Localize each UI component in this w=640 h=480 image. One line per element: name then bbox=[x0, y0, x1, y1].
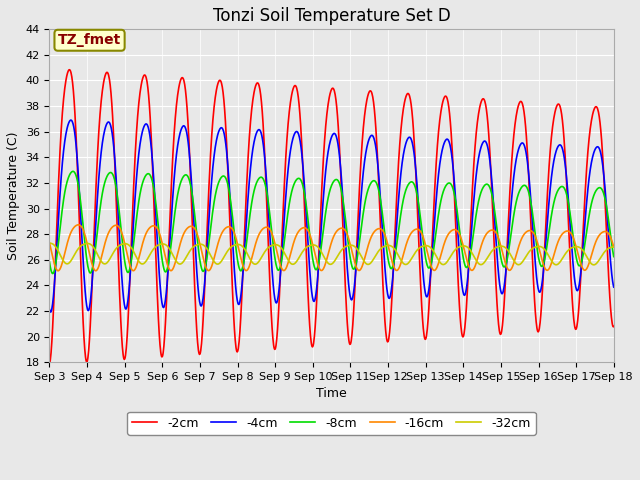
-2cm bbox=[171, 126, 179, 132]
-4cm bbox=[67, 117, 75, 123]
-4cm bbox=[419, 269, 427, 275]
-16cm bbox=[75, 222, 83, 228]
-32cm bbox=[46, 240, 54, 246]
-32cm bbox=[171, 255, 179, 261]
-16cm bbox=[54, 268, 62, 274]
-2cm bbox=[419, 316, 426, 322]
-2cm bbox=[66, 67, 74, 72]
-8cm bbox=[268, 228, 275, 234]
Line: -2cm: -2cm bbox=[49, 70, 614, 364]
-4cm bbox=[561, 156, 568, 161]
-4cm bbox=[282, 199, 289, 205]
-32cm bbox=[419, 243, 426, 249]
-32cm bbox=[281, 251, 289, 257]
-32cm bbox=[511, 260, 519, 265]
-8cm bbox=[512, 201, 520, 207]
-16cm bbox=[561, 229, 568, 235]
-4cm bbox=[47, 309, 54, 315]
-4cm bbox=[171, 168, 179, 173]
-8cm bbox=[69, 168, 77, 174]
-4cm bbox=[268, 262, 275, 267]
-32cm bbox=[590, 262, 598, 268]
-16cm bbox=[610, 244, 618, 250]
-32cm bbox=[45, 240, 53, 246]
X-axis label: Time: Time bbox=[316, 387, 347, 400]
Title: Tonzi Soil Temperature Set D: Tonzi Soil Temperature Set D bbox=[212, 7, 451, 25]
-32cm bbox=[610, 244, 618, 250]
-4cm bbox=[45, 306, 53, 312]
-32cm bbox=[560, 253, 568, 259]
Legend: -2cm, -4cm, -8cm, -16cm, -32cm: -2cm, -4cm, -8cm, -16cm, -32cm bbox=[127, 412, 536, 435]
-8cm bbox=[45, 259, 53, 265]
-2cm bbox=[610, 324, 618, 329]
-4cm bbox=[512, 159, 520, 165]
-16cm bbox=[171, 261, 179, 267]
-4cm bbox=[610, 284, 618, 290]
Text: TZ_fmet: TZ_fmet bbox=[58, 33, 121, 47]
Line: -4cm: -4cm bbox=[49, 120, 614, 312]
-8cm bbox=[282, 230, 289, 236]
-8cm bbox=[610, 254, 618, 260]
-16cm bbox=[282, 266, 289, 272]
Line: -8cm: -8cm bbox=[49, 171, 614, 274]
-2cm bbox=[268, 311, 275, 316]
-2cm bbox=[560, 135, 568, 141]
-16cm bbox=[268, 230, 275, 236]
Line: -32cm: -32cm bbox=[49, 243, 614, 265]
Line: -16cm: -16cm bbox=[49, 225, 614, 271]
-32cm bbox=[268, 243, 275, 249]
-16cm bbox=[419, 234, 427, 240]
-16cm bbox=[45, 240, 53, 246]
-8cm bbox=[561, 185, 568, 191]
-2cm bbox=[511, 119, 519, 124]
-8cm bbox=[49, 271, 56, 276]
Y-axis label: Soil Temperature (C): Soil Temperature (C) bbox=[7, 132, 20, 260]
-2cm bbox=[45, 361, 53, 367]
-2cm bbox=[281, 169, 289, 175]
-8cm bbox=[171, 210, 179, 216]
-16cm bbox=[512, 254, 520, 260]
-8cm bbox=[419, 236, 427, 241]
